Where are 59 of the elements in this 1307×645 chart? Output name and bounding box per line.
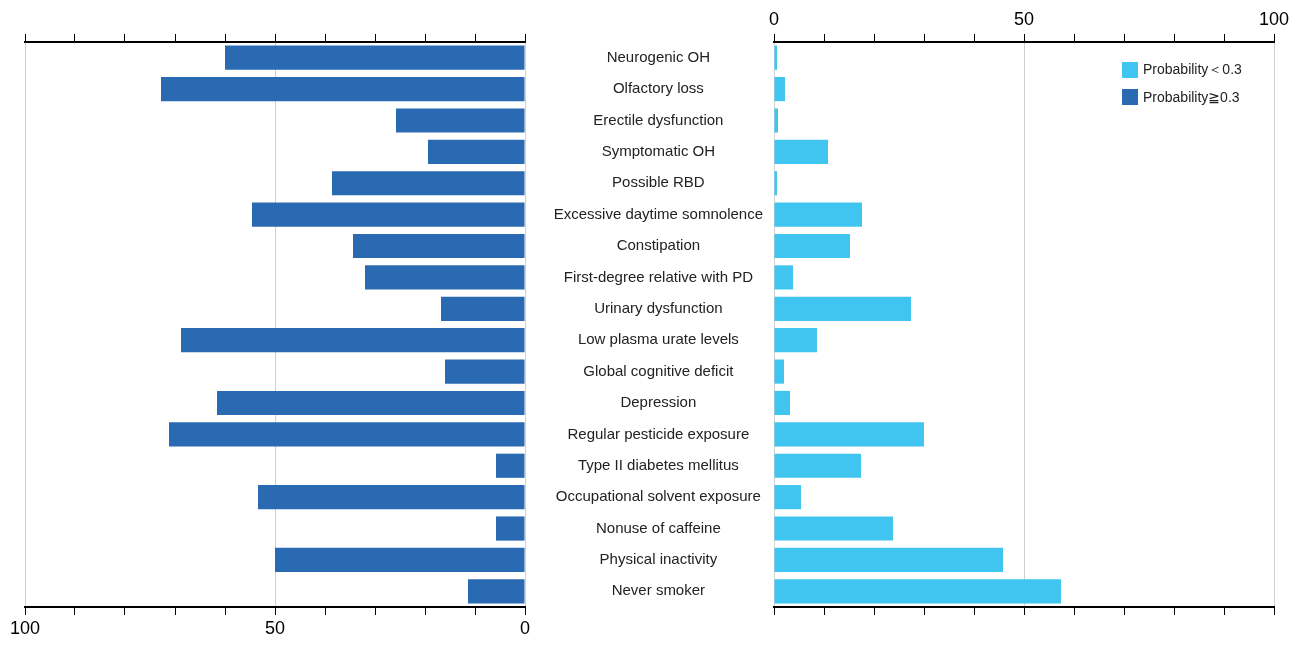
bar bbox=[774, 77, 785, 102]
x-tick-label: 50 bbox=[264, 617, 286, 638]
bar bbox=[774, 233, 850, 259]
bar bbox=[181, 328, 525, 353]
bar bbox=[252, 202, 525, 227]
bar bbox=[225, 45, 525, 70]
bar bbox=[774, 359, 784, 384]
bar bbox=[774, 202, 862, 227]
y-tick-label: Never smoker bbox=[611, 581, 706, 599]
y-tick-label: Type II diabetes mellitus bbox=[577, 455, 739, 473]
y-tick-label: Constipation bbox=[616, 236, 701, 254]
y-tick-label: Erectile dysfunction bbox=[593, 110, 724, 128]
y-tick-label: Neurogenic OH bbox=[606, 47, 711, 65]
bar bbox=[774, 265, 793, 290]
bar bbox=[774, 390, 790, 416]
bar bbox=[774, 547, 1003, 572]
bar bbox=[774, 485, 801, 510]
x-tick-label: 100 bbox=[9, 617, 41, 638]
bar bbox=[496, 516, 525, 541]
bar bbox=[169, 422, 525, 447]
bar bbox=[258, 485, 525, 510]
bar bbox=[496, 453, 525, 478]
x-tick-label: 100 bbox=[1258, 9, 1290, 30]
bar bbox=[396, 108, 525, 133]
bar bbox=[468, 579, 525, 604]
y-tick-label: Physical inactivity bbox=[599, 550, 718, 568]
bar bbox=[441, 296, 525, 321]
y-tick-label: Nonuse of caffeine bbox=[595, 518, 721, 536]
y-tick-label: Possible RBD bbox=[612, 173, 705, 191]
bar bbox=[774, 139, 828, 164]
bar bbox=[774, 516, 893, 541]
y-tick-label: Regular pesticide exposure bbox=[567, 424, 750, 442]
x-tick-label: 0 bbox=[768, 9, 780, 30]
bar bbox=[428, 139, 525, 164]
bar bbox=[217, 390, 525, 416]
y-tick-label: Global cognitive deficit bbox=[583, 361, 735, 379]
y-tick-label: Excessive daytime somnolence bbox=[553, 204, 763, 222]
y-tick-label: Symptomatic OH bbox=[601, 142, 716, 159]
legend-label: Probability＜0.3 bbox=[1143, 61, 1242, 79]
bar bbox=[445, 359, 525, 384]
y-tick-label: Low plasma urate levels bbox=[577, 330, 739, 348]
x-tick-label: 0 bbox=[519, 617, 531, 638]
y-tick-label: First-degree relative with PD bbox=[563, 267, 754, 285]
bar bbox=[353, 233, 525, 259]
bar bbox=[365, 265, 525, 290]
bar bbox=[774, 579, 1061, 604]
x-tick-label: 50 bbox=[1013, 9, 1035, 30]
bar bbox=[332, 171, 525, 196]
bar bbox=[774, 453, 861, 478]
bar bbox=[774, 328, 817, 353]
y-tick-label: Olfactory loss bbox=[612, 79, 704, 97]
legend-label: Probability≧0.3 bbox=[1143, 89, 1240, 105]
y-tick-label: Depression bbox=[620, 393, 697, 411]
bar bbox=[774, 296, 911, 321]
bar bbox=[275, 547, 525, 572]
bar bbox=[774, 422, 924, 447]
bar bbox=[161, 77, 525, 102]
y-tick-label: Occupational solvent exposure bbox=[555, 487, 761, 505]
y-tick-label: Urinary dysfunction bbox=[594, 298, 723, 316]
